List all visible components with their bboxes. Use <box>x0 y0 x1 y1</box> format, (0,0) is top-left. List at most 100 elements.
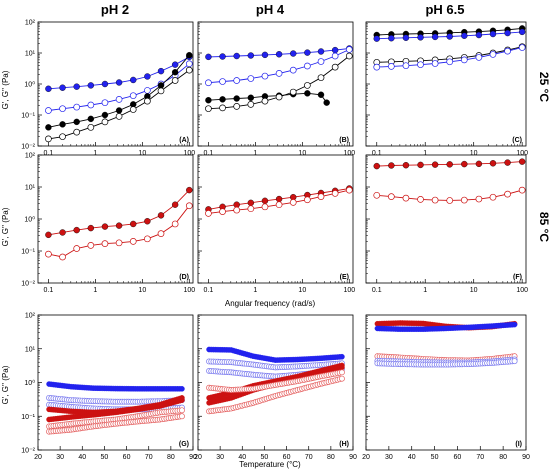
x-tick-label: 90 <box>189 454 197 461</box>
series-a-0-point <box>130 76 137 84</box>
x-tick-label: 100 <box>343 287 355 294</box>
series-e-1-point <box>275 201 283 209</box>
x-tick-label: 1 <box>423 287 427 294</box>
series-b-1-point <box>317 58 325 65</box>
series-a-1-point <box>73 103 81 111</box>
series-f-0-point <box>475 160 483 168</box>
x-tick-label: 60 <box>283 454 291 461</box>
series-b-3-point <box>233 103 241 110</box>
series-a-1-point <box>101 99 109 107</box>
series-b-2-point <box>233 95 240 102</box>
x-tick-label: 30 <box>385 454 393 461</box>
series-b-1-point <box>247 75 255 82</box>
x-tick-label: 0.1 <box>372 150 382 157</box>
series-b-3-point <box>219 104 226 112</box>
series-a-3-point <box>45 135 52 143</box>
series-b-2-point <box>317 91 325 98</box>
series-c-3-point <box>373 63 381 71</box>
panel-letter-d: (D) <box>179 274 189 281</box>
series-a-3-point <box>157 87 165 95</box>
column-title-ph4: pH 4 <box>256 2 285 17</box>
series-c-3-point <box>475 54 483 61</box>
series-i-4-point <box>511 358 518 365</box>
series-a-2-point <box>87 115 95 123</box>
series-c-3-point <box>518 44 526 51</box>
series-c-1-point <box>388 35 395 42</box>
series-b-3-point <box>275 93 283 101</box>
series-d-1-point <box>59 253 66 261</box>
series-f-0-point <box>518 158 526 165</box>
y-tick-label: 10⁻¹ <box>21 113 35 120</box>
series-e-1-point <box>289 199 297 206</box>
panel-letter-g: (G) <box>179 441 189 448</box>
x-tick-label: 10 <box>470 150 478 157</box>
column-title-ph2: pH 2 <box>101 2 129 17</box>
x-tick-label: 80 <box>167 454 175 461</box>
series-a-2-point <box>171 69 179 76</box>
x-tick-label: 20 <box>194 454 202 461</box>
series-b-0-point <box>304 49 311 56</box>
series-a-1-point <box>87 101 95 109</box>
series-b-0-point <box>233 52 240 60</box>
series-b-0-point <box>290 50 297 57</box>
y-tick-label: 10¹ <box>25 185 36 192</box>
series-h-6-point <box>338 375 345 382</box>
series-b-3-point <box>261 97 269 105</box>
x-tick-label: 10 <box>470 287 478 294</box>
series-b-0-point <box>247 52 255 59</box>
series-f-0-point <box>461 160 468 168</box>
series-e-0-point <box>275 195 283 203</box>
series-a-3-point <box>144 97 151 105</box>
series-a-1-point <box>144 87 151 94</box>
x-tick-label: 100 <box>183 150 195 157</box>
x-tick-label: 60 <box>123 454 131 461</box>
column-title-ph65: pH 6.5 <box>425 2 464 17</box>
series-a-3-point <box>87 123 95 131</box>
series-b-1-point <box>331 52 339 60</box>
series-g-6-point <box>178 413 185 420</box>
series-d-0-point <box>130 220 137 228</box>
x-tick-label: 70 <box>476 454 484 461</box>
series-b-1-point <box>345 46 353 53</box>
series-d-1-point <box>129 238 137 245</box>
panel-i-frame <box>365 314 527 451</box>
row-title-85c: 85 °C <box>537 212 550 242</box>
series-d-0-point <box>144 218 151 225</box>
y-tick-label: 10⁰ <box>24 81 35 89</box>
series-a-0-point <box>157 67 165 75</box>
series-f-1-point <box>460 196 468 204</box>
series-e-1-point <box>247 205 255 213</box>
series-f-0-point <box>446 161 453 168</box>
series-b-2-point <box>323 99 330 106</box>
series-c-1-point <box>417 34 424 41</box>
series-b-1-point <box>261 72 269 80</box>
x-tick-label: 50 <box>261 454 269 461</box>
series-g-0-point <box>179 386 185 392</box>
y-tick-label: 10¹ <box>25 51 36 58</box>
y-tick-label: 10⁻¹ <box>21 414 35 421</box>
series-f-1-point <box>518 186 526 194</box>
series-a-3-point <box>101 118 109 126</box>
y-tick-label: 10⁻¹ <box>21 249 35 256</box>
x-tick-label: 100 <box>183 287 195 294</box>
series-c-1-point <box>373 35 380 42</box>
series-c-1-point <box>446 33 453 40</box>
series-i-1-point <box>511 321 518 328</box>
series-d-1-point <box>171 220 179 228</box>
series-c-1-point <box>461 32 468 39</box>
series-c-3-point <box>431 60 439 67</box>
series-a-0-point <box>115 79 123 86</box>
series-e-1-point <box>331 190 339 197</box>
y-axis-title-row2: G', G'' (Pa) <box>1 207 10 246</box>
x-tick-label: 30 <box>216 454 224 461</box>
series-b-3-point <box>289 88 297 96</box>
series-a-0-point <box>144 73 151 80</box>
series-a-1-point <box>115 95 123 103</box>
x-tick-label: 40 <box>238 454 246 461</box>
series-d-1-point <box>185 202 193 210</box>
series-d-0-point <box>171 201 179 208</box>
x-tick-label: 10 <box>298 150 306 157</box>
x-tick-label: 80 <box>499 454 507 461</box>
series-b-2-point <box>205 97 212 104</box>
x-axis-title-temperature: Temperature (°C) <box>239 460 301 469</box>
